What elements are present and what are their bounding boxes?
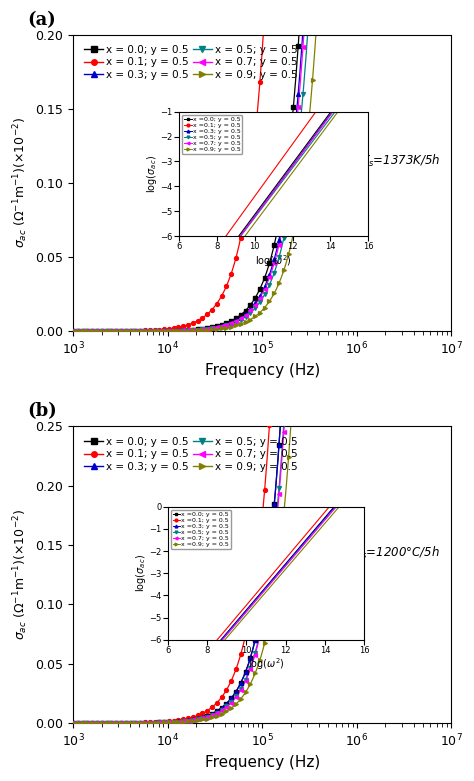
X-axis label: Frequency (Hz): Frequency (Hz) [205, 755, 320, 770]
Text: (b): (b) [27, 402, 57, 420]
Text: (a): (a) [27, 11, 56, 29]
Legend: x = 0.0; y = 0.5, x = 0.1; y = 0.5, x = 0.3; y = 0.5, x = 0.5; y = 0.5, x = 0.7;: x = 0.0; y = 0.5, x = 0.1; y = 0.5, x = … [82, 435, 300, 474]
Y-axis label: $\sigma_{ac}$ ($\Omega^{-1}$m$^{-1}$)($\times10^{-2}$): $\sigma_{ac}$ ($\Omega^{-1}$m$^{-1}$)($\… [11, 117, 30, 248]
Y-axis label: $\sigma_{ac}$ ($\Omega^{-1}$m$^{-1}$)($\times10^{-2}$): $\sigma_{ac}$ ($\Omega^{-1}$m$^{-1}$)($\… [11, 509, 30, 640]
Legend: x = 0.0; y = 0.5, x = 0.1; y = 0.5, x = 0.3; y = 0.5, x = 0.5; y = 0.5, x = 0.7;: x = 0.0; y = 0.5, x = 0.1; y = 0.5, x = … [82, 43, 300, 82]
X-axis label: Frequency (Hz): Frequency (Hz) [205, 363, 320, 378]
Text: T$_s$=1373K/5h: T$_s$=1373K/5h [361, 153, 440, 169]
Text: T$_s$=1200°C/5h: T$_s$=1200°C/5h [354, 545, 440, 562]
